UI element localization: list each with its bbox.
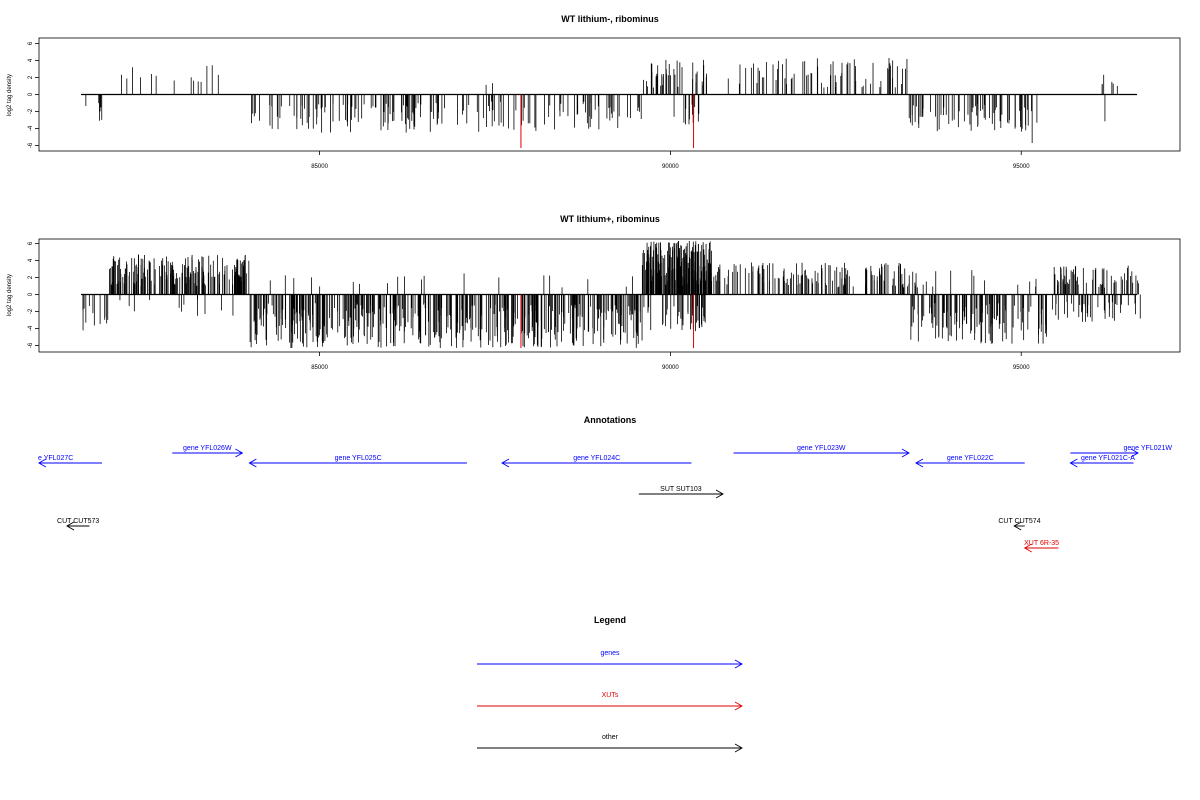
annotation-cut-cut573: CUT CUT573 [57, 518, 99, 531]
arrowhead [248, 458, 257, 468]
y-tick-label: -2 [28, 108, 34, 114]
y-tick-label: 0 [28, 92, 34, 96]
annotation-features: e YFL027C gene YFL026W gene YFL025C gene YF… [37, 445, 1172, 553]
panel2-frame [38, 238, 1181, 353]
annotations-title: Annotations [584, 415, 637, 425]
panel-lithium-plus: WT lithium+, ribominus log2 tag density … [7, 214, 1181, 371]
arrowhead [235, 448, 244, 458]
legend-item-other: other [477, 734, 743, 753]
arrowhead [1069, 458, 1078, 468]
panel2-y-axis: 6 4 2 0 -2 -4 -6 [28, 241, 39, 348]
legend-item-xuts: XUTs [477, 692, 743, 711]
y-tick-label: 2 [28, 75, 34, 79]
y-tick-label: 4 [28, 258, 34, 262]
y-tick-label: 6 [28, 241, 34, 245]
panel2-bars [82, 240, 1141, 349]
annotations-section: Annotations e YFL027C gene YFL026W gene YF… [37, 415, 1172, 553]
y-tick-label: 0 [28, 292, 34, 296]
arrowhead [1130, 448, 1139, 458]
annotation-label: gene YFL026W [183, 445, 232, 452]
arrowhead [734, 701, 743, 711]
annotation-label: CUT CUT574 [998, 518, 1040, 525]
panel1-bars [85, 58, 1118, 149]
arrowhead [1023, 543, 1032, 553]
x-tick-label: 95000 [1013, 164, 1030, 170]
annotation-gene-yfl021w: gene YFL021W [1070, 445, 1172, 458]
annotation-label: XUT 6R-35 [1024, 540, 1059, 547]
annotation-gene-yfl023w: gene YFL023W [733, 445, 910, 458]
annotation-sut-sut103: SUT SUT103 [638, 486, 724, 499]
panel2-title: WT lithium+, ribominus [560, 214, 660, 224]
annotation-label: gene YFL025C [335, 455, 382, 462]
panel-lithium-minus: WT lithium-, ribominus log2 tag density … [7, 14, 1181, 170]
panel2-x-axis: 85000 90000 95000 [311, 352, 1030, 371]
annotation-label: gene YFL023W [797, 445, 846, 452]
y-tick-label: 2 [28, 275, 34, 279]
arrowhead [734, 743, 743, 753]
legend-label: genes [600, 650, 620, 657]
legend-entries: genes XUTs other [477, 650, 743, 753]
x-tick-label: 85000 [311, 365, 328, 371]
legend-item-genes: genes [477, 650, 743, 669]
annotation-gene-yfl022c: gene YFL022C [915, 455, 1025, 468]
annotation-label: CUT CUT573 [57, 518, 99, 525]
legend-label: XUTs [602, 692, 619, 699]
legend-section: Legend genes XUTs other [477, 615, 743, 753]
y-tick-label: -4 [28, 125, 34, 131]
y-tick-label: 4 [28, 58, 34, 62]
x-tick-label: 90000 [662, 164, 679, 170]
y-tick-label: -6 [28, 342, 34, 348]
arrowhead [66, 521, 75, 531]
panel2-ylabel: log2 tag density [7, 274, 13, 316]
panel1-y-axis: 6 4 2 0 -2 -4 -6 [28, 41, 39, 148]
legend-title: Legend [594, 615, 626, 625]
annotation-label: e YFL027C [38, 455, 73, 462]
annotation-gene-yfl027c: e YFL027C [37, 455, 103, 468]
y-tick-label: 6 [28, 41, 34, 45]
annotation-label: SUT SUT103 [660, 486, 702, 493]
annotation-gene-yfl021c-a: gene YFL021C-A [1069, 455, 1135, 468]
arrowhead [715, 489, 724, 499]
arrowhead [37, 458, 47, 468]
annotation-gene-yfl026w: gene YFL026W [172, 445, 244, 458]
annotation-xut-6r-35: XUT 6R-35 [1023, 540, 1059, 553]
annotation-gene-yfl024c: gene YFL024C [501, 455, 692, 468]
x-tick-label: 90000 [662, 365, 679, 371]
arrowhead [901, 448, 910, 458]
annotation-label: gene YFL024C [573, 455, 620, 462]
y-tick-label: -4 [28, 325, 34, 331]
legend-label: other [602, 734, 619, 741]
annotation-label: gene YFL021C-A [1081, 455, 1135, 462]
x-tick-label: 85000 [311, 164, 328, 170]
y-tick-label: -6 [28, 142, 34, 148]
arrowhead [501, 458, 510, 468]
panel1-ylabel: log2 tag density [7, 74, 13, 116]
arrowhead [734, 659, 743, 669]
arrowhead [1013, 521, 1022, 531]
panel1-title: WT lithium-, ribominus [561, 14, 659, 24]
panel1-x-axis: 85000 90000 95000 [311, 151, 1030, 170]
x-tick-label: 95000 [1013, 365, 1030, 371]
annotation-gene-yfl025c: gene YFL025C [248, 455, 467, 468]
annotation-label: gene YFL021W [1123, 445, 1172, 452]
y-tick-label: -2 [28, 308, 34, 314]
annotation-cut-cut574: CUT CUT574 [998, 518, 1041, 531]
annotation-label: gene YFL022C [947, 455, 994, 462]
arrowhead [915, 458, 924, 468]
